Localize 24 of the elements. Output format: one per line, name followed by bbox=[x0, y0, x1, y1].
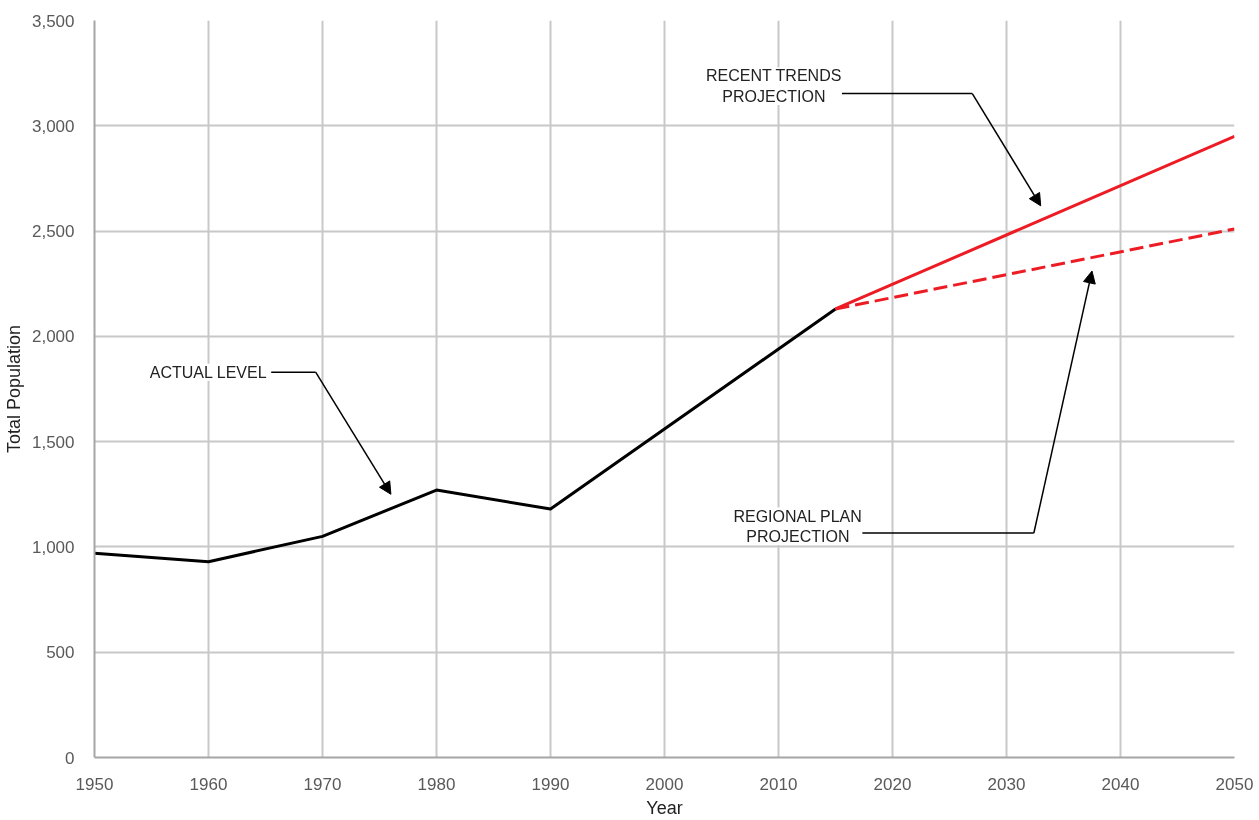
annotation: ACTUAL LEVEL bbox=[149, 363, 267, 381]
x-tick-label: 2000 bbox=[645, 774, 684, 794]
y-tick-label: 3,500 bbox=[31, 11, 75, 31]
x-tick-label: 2020 bbox=[873, 774, 912, 794]
y-tick-label: 2,500 bbox=[31, 222, 75, 242]
x-tick-label: 2040 bbox=[1101, 774, 1140, 794]
x-tick-label: 2050 bbox=[1215, 774, 1254, 794]
x-tick-label: 1950 bbox=[75, 774, 114, 794]
y-axis-title: Total Population bbox=[3, 324, 24, 454]
y-tick-label: 0 bbox=[65, 748, 75, 768]
y-tick-label: 1,500 bbox=[31, 432, 75, 452]
annotation: RECENT TRENDS PROJECTION bbox=[705, 67, 842, 105]
annotation: REGIONAL PLAN PROJECTION bbox=[733, 507, 862, 545]
x-axis-title: Year bbox=[646, 797, 683, 818]
y-tick-label: 500 bbox=[46, 643, 75, 663]
x-tick-label: 1960 bbox=[189, 774, 228, 794]
x-tick-label: 1990 bbox=[531, 774, 570, 794]
x-tick-label: 2010 bbox=[759, 774, 798, 794]
x-tick-label: 2030 bbox=[987, 774, 1026, 794]
y-tick-label: 1,000 bbox=[31, 537, 75, 557]
x-tick-label: 1980 bbox=[417, 774, 456, 794]
x-tick-label: 1970 bbox=[303, 774, 342, 794]
y-tick-label: 2,000 bbox=[31, 327, 75, 347]
y-tick-label: 3,000 bbox=[31, 116, 75, 136]
